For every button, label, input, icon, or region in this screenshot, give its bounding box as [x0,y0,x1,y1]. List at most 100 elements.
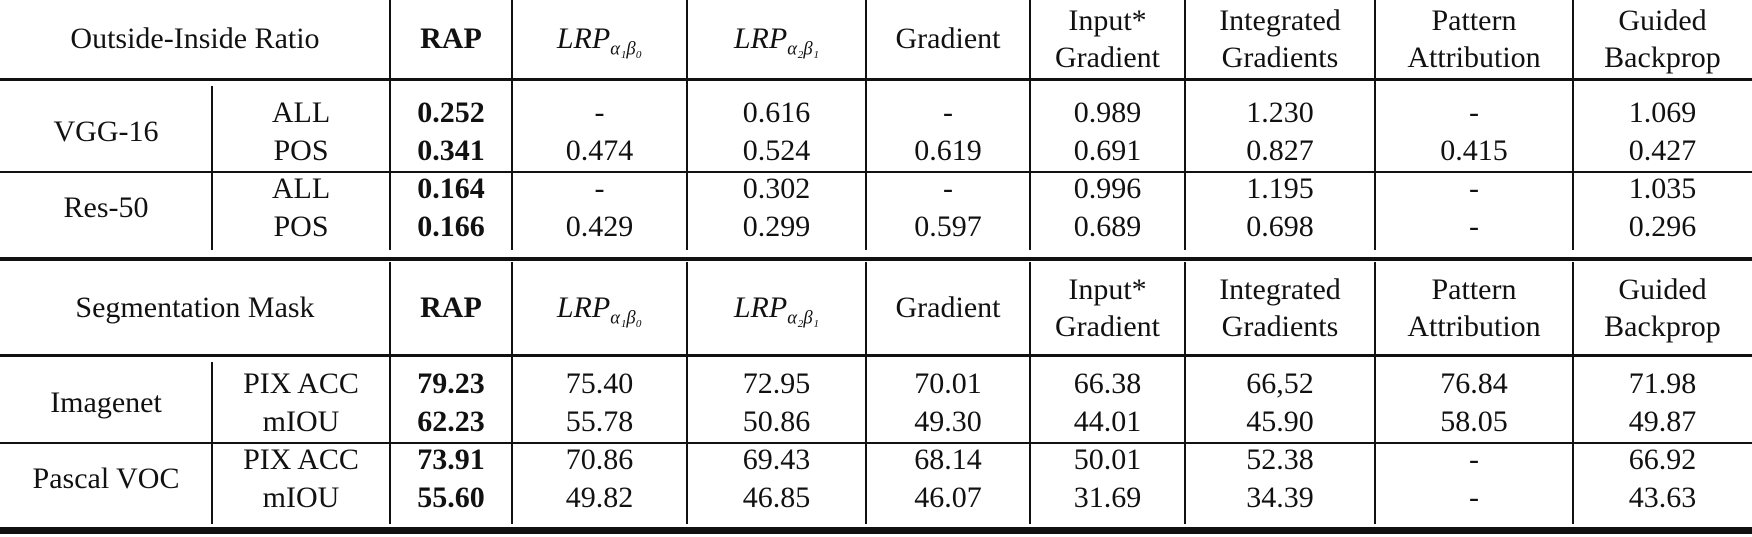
block-separator [0,257,1752,261]
table-cell: 0.429 [565,210,634,243]
corner-label: Outside-Inside Ratio [70,22,320,55]
column-header-line: Pattern [1431,4,1517,37]
column-header: Pattern Attribution [1375,271,1573,345]
table-cell: 58.05 [1440,405,1508,438]
column-divider [511,262,513,524]
column-divider [1184,262,1186,524]
table-cell: 0.524 [742,134,811,167]
column-header: Guided Backprop [1573,271,1752,345]
table-cell: 66.92 [1628,443,1697,476]
metric-label: mIOU [262,405,340,438]
table-cell: 31.69 [1073,481,1142,514]
column-divider [1374,0,1376,250]
table-cell: 79.23 [417,367,485,400]
group-separator [0,442,1752,444]
table-cell: 73.91 [417,443,485,476]
column-header-line: Guided [1618,273,1707,306]
table-cell: 0.296 [1628,210,1697,243]
column-header-line: Backprop [1604,310,1721,343]
metric-label: POS [273,134,329,167]
math-base: LRP [556,291,611,324]
table-cell: 68.14 [914,443,982,476]
table-cell: - [1469,443,1479,476]
table-cell: 70.86 [565,443,634,476]
table-cell: 55.78 [565,405,634,438]
column-header-math: LRPα₁β₀ [512,289,687,329]
table-cell: 1.035 [1628,172,1697,205]
column-header-line: Gradient [1055,41,1160,74]
table-cell: - [1469,210,1479,243]
table-cell: 0.827 [1246,134,1314,167]
group-separator [0,171,1752,173]
column-divider [686,262,688,524]
table-cell: 62.23 [417,405,485,438]
model-label: Res-50 [63,191,149,224]
table-cell: - [1469,172,1479,205]
table-cell: 0.691 [1073,134,1142,167]
table-cell: 0.689 [1073,210,1142,243]
table-cell: 0.252 [417,96,485,129]
table-cell: 55.60 [417,481,485,514]
table-cell: - [1469,96,1479,129]
column-header: RAP [420,22,482,55]
table-cell: 0.166 [417,210,485,243]
table-cell: 72.95 [742,367,811,400]
table-cell: - [943,172,953,205]
table-cell: 69.43 [742,443,811,476]
column-divider [865,262,867,524]
model-label: Pascal VOC [32,462,180,495]
model-label: VGG-16 [53,115,159,148]
table-cell: 0.698 [1246,210,1314,243]
math-base: LRP [733,291,788,324]
table-cell: 0.474 [565,134,634,167]
table-cell: - [594,96,605,129]
column-header-line: Input* [1068,4,1147,37]
table-cell: 70.01 [914,367,982,400]
column-divider [211,86,213,250]
table-cell: 76.84 [1440,367,1508,400]
table-cell: 0.989 [1073,96,1142,129]
math-subscript: α₂β₁ [787,307,820,329]
column-header-math: LRPα₂β₁ [687,289,866,329]
table-cell: 66,52 [1246,367,1314,400]
column-header-line: Gradient [1055,310,1160,343]
metric-label: ALL [271,96,331,129]
column-divider [1572,0,1574,250]
table-cell: 43.63 [1628,481,1697,514]
table-cell: 49.87 [1628,405,1697,438]
table-cell: 0.427 [1628,134,1697,167]
table-cell: 50.86 [742,405,811,438]
table-cell: 52.38 [1246,443,1314,476]
table-cell: 0.164 [417,172,485,205]
table-cell: 0.415 [1440,134,1508,167]
column-header: Pattern Attribution [1375,2,1573,76]
model-label: Imagenet [50,386,162,419]
table-cell: 71.98 [1628,367,1697,400]
table-cell: 0.996 [1073,172,1142,205]
math-base: LRP [733,22,788,55]
bottom-rule [0,527,1752,534]
column-divider [389,262,391,524]
column-header-line: Pattern [1431,273,1517,306]
corner-label: Segmentation Mask [75,291,315,324]
math-subscript: α₂β₁ [787,38,820,60]
metric-label: ALL [271,172,331,205]
column-header-math: LRPα₁β₀ [512,20,687,60]
column-header-line: Attribution [1407,310,1541,343]
math-subscript: α₁β₀ [610,38,643,60]
column-divider [1029,0,1031,250]
column-header-line: Backprop [1604,41,1721,74]
column-header: Integrated Gradients [1185,271,1375,345]
table-cell: 46.07 [914,481,982,514]
column-divider [686,0,688,250]
column-header: Gradient [895,22,1001,55]
column-header-line: Guided [1618,4,1707,37]
column-divider [1572,262,1574,524]
header-rule [0,78,1752,81]
metric-label: POS [273,210,329,243]
column-divider [1374,262,1376,524]
column-header-line: Attribution [1407,41,1541,74]
column-header-line: Input* [1068,273,1147,306]
column-divider [1029,262,1031,524]
table-cell: 49.30 [914,405,982,438]
